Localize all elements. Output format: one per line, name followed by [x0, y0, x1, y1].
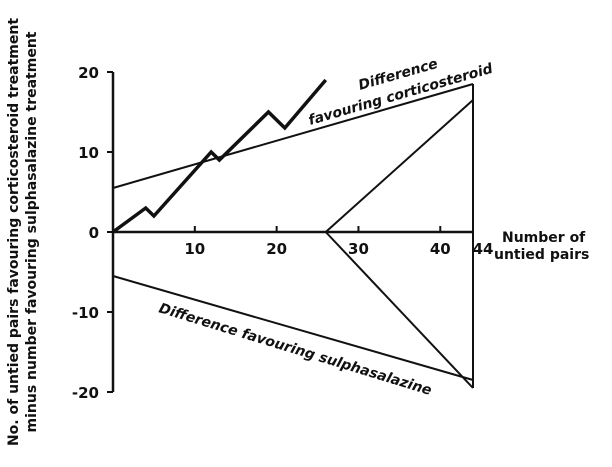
annotation-sulphasalazine: Difference favouring sulphasalazine	[157, 301, 434, 399]
y-tick-label: -10	[72, 304, 99, 322]
tick-labels: 20 10 0 -10 -20 10 20 30 40 44	[72, 64, 494, 402]
data-series	[111, 78, 328, 234]
series-line-1	[111, 78, 328, 234]
y-axis-label-line-1: No. of untied pairs favouring corticoste…	[6, 18, 22, 446]
y-axis-label-line-2: minus number favouring sulphasalazine tr…	[24, 31, 40, 432]
lower-boundary-line-1	[112, 275, 474, 381]
lower-boundary-line-2	[325, 231, 474, 389]
x-tick-label: 44	[473, 240, 494, 258]
y-tick-label: 20	[78, 64, 99, 82]
upper-boundary-line-1	[112, 83, 474, 189]
y-tick-label: -20	[72, 384, 99, 402]
x-tick-label: 20	[266, 240, 287, 258]
x-axis-label-line-2: untied pairs	[494, 247, 589, 263]
x-axis-label-line-1: Number of	[502, 230, 586, 246]
x-tick-label: 10	[184, 240, 205, 258]
upper-boundary-line-2	[325, 99, 474, 233]
x-tick-label: 30	[348, 240, 369, 258]
y-tick-label: 0	[89, 224, 99, 242]
boundary-lines	[112, 83, 474, 389]
x-tick-label: 40	[430, 240, 451, 258]
y-tick-label: 10	[78, 144, 99, 162]
